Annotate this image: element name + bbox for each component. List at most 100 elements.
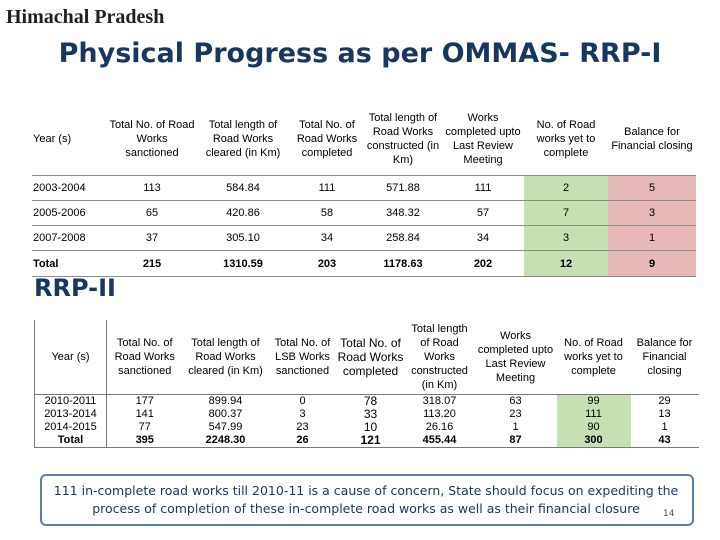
rrp2-cell: 3 [299, 408, 306, 420]
rrp2-header-cell: Year (s) [34, 320, 107, 395]
rrp2-cell: 87 [474, 434, 557, 448]
rrp2-cell: 0 [299, 395, 306, 407]
rrp1-cell: 2003-2004 [32, 175, 108, 201]
rrp2-cell: Total [34, 434, 107, 448]
rrp1-header-cell: No. of Road works yet to complete [524, 103, 608, 176]
rrp2-header-cell: Total length of Road Works constructed (… [404, 320, 475, 395]
rrp1-cell: 57 [442, 200, 524, 226]
rrp2-header-cell: Total No. of Road Works sanctioned [106, 320, 183, 395]
rrp1-cell: 1 [608, 225, 696, 251]
rrp1-cell: 9 [608, 250, 696, 277]
rrp2-header-cell: Total No. of LSB Works sanctioned [268, 320, 337, 395]
rrp2-cell: 547.99 [208, 421, 243, 433]
rrp1-header-cell: Total No. of Road Works completed [290, 103, 364, 176]
rrp1-cell: Total [32, 250, 108, 277]
rrp2-header-cell: Works completed upto Last Review Meeting [474, 320, 557, 395]
rrp1-cell: 420.86 [196, 200, 290, 226]
rrp2-cell: 78 [363, 394, 378, 408]
rrp1-cell: 2007-2008 [32, 225, 108, 251]
rrp2-cell: 1 [512, 421, 519, 433]
rrp1-cell: 111 [290, 175, 364, 201]
note-text: 111 in-complete road works till 2010-11 … [53, 483, 679, 516]
rrp1-cell: 202 [442, 250, 524, 277]
rrp2-cell: 10 [363, 421, 378, 434]
rrp1-table: Year (s) Total No. of Road Works sanction… [32, 103, 696, 277]
table-row: 2003-2004 113 584.84 111 571.88 111 2 5 [32, 175, 696, 201]
rrp2-cell: 26 [268, 434, 337, 448]
rrp1-header-cell: Works completed upto Last Review Meeting [442, 103, 524, 176]
rrp2-cell: 63 [509, 395, 522, 407]
rrp2-cell: 77 [138, 421, 151, 433]
table-row: 2013-2014 141 800.37 3 33 113.20 23 111 13 [34, 408, 699, 421]
rrp1-cell: 58 [290, 200, 364, 226]
rrp2-cell: 455.44 [404, 434, 475, 448]
rrp1-cell: 2005-2006 [32, 200, 108, 226]
table-row: 2005-2006 65 420.86 58 348.32 57 7 3 [32, 200, 696, 226]
rrp1-cell: 571.88 [364, 175, 442, 201]
table-row: 2007-2008 37 305.10 34 258.84 34 3 1 [32, 225, 696, 251]
rrp2-cell: 26.16 [425, 421, 454, 433]
rrp2-cell: 899.94 [208, 395, 243, 407]
rrp1-cell: 215 [108, 250, 196, 277]
rrp2-cell: 2248.30 [182, 434, 269, 448]
rrp1-header-row: Year (s) Total No. of Road Works sanction… [32, 103, 696, 176]
rrp1-cell: 34 [442, 225, 524, 251]
rrp1-cell: 37 [108, 225, 196, 251]
rrp2-cell: 23 [509, 408, 522, 420]
rrp1-header-cell: Total No. of Road Works sanctioned [108, 103, 196, 176]
rrp1-header-cell: Total length of Road Works constructed (… [364, 103, 442, 176]
rrp1-cell: 111 [442, 175, 524, 201]
rrp1-cell: 584.84 [196, 175, 290, 201]
rrp2-header-row: Year (s) Total No. of Road Works sanction… [34, 320, 699, 395]
table-row: Total 395 2248.30 26 121 455.44 87 300 43 [34, 434, 699, 448]
rrp1-cell: 12 [524, 250, 608, 277]
state-name: Himachal Pradesh [6, 6, 165, 28]
rrp1-cell: 348.32 [364, 200, 442, 226]
rrp2-cell: 141 [135, 408, 154, 420]
rrp1-header-cell: Year (s) [32, 103, 108, 176]
rrp1-cell: 1178.63 [364, 250, 442, 277]
rrp1-header-cell: Total length of Road Works cleared (in K… [196, 103, 290, 176]
rrp1-header-cell: Balance for Financial closing [608, 103, 696, 176]
rrp2-cell: 99 [556, 394, 631, 408]
rrp2-table: Year (s) Total No. of Road Works sanction… [34, 320, 699, 448]
table-row: Total 215 1310.59 203 1178.63 202 12 9 [32, 250, 696, 277]
rrp2-cell: 33 [363, 408, 378, 421]
rrp2-cell: 177 [135, 395, 154, 407]
rrp2-cell: 121 [336, 434, 405, 448]
rrp1-cell: 305.10 [196, 225, 290, 251]
note-box [40, 474, 694, 526]
rrp1-cell: 2 [524, 175, 608, 201]
rrp2-cell: 800.37 [208, 408, 243, 420]
table-row: 2014-2015 77 547.99 23 10 26.16 1 90 1 [34, 421, 699, 434]
rrp1-cell: 3 [608, 200, 696, 226]
rrp2-header-cell: Total length of Road Works cleared (in K… [182, 320, 269, 395]
rrp2-cell: 395 [106, 434, 183, 448]
rrp2-cell: 2010-2011 [34, 394, 107, 408]
rrp2-cell: 90 [556, 421, 631, 434]
rrp2-cell: 1 [661, 421, 668, 433]
rrp1-cell: 3 [524, 225, 608, 251]
rrp1-cell: 34 [290, 225, 364, 251]
rrp1-cell: 5 [608, 175, 696, 201]
rrp2-header-cell: Total No. of Road Works completed [336, 320, 405, 395]
table-row: 2010-2011 177 899.94 0 78 318.07 63 99 29 [34, 394, 699, 408]
rrp1-cell: 1310.59 [196, 250, 290, 277]
rrp2-cell: 2013-2014 [34, 408, 107, 421]
page-title: Physical Progress as per OMMAS- RRP-I [58, 38, 662, 69]
rrp2-cell: 300 [556, 434, 631, 448]
rrp2-cell: 43 [630, 434, 699, 448]
rrp1-cell: 113 [108, 175, 196, 201]
rrp2-header-cell: No. of Road works yet to complete [556, 320, 631, 395]
rrp2-cell: 2014-2015 [34, 421, 107, 434]
rrp2-cell: 111 [556, 408, 631, 421]
rrp2-cell: 29 [658, 395, 671, 407]
rrp2-cell: 23 [296, 421, 309, 433]
rrp1-cell: 258.84 [364, 225, 442, 251]
rrp1-cell: 7 [524, 200, 608, 226]
rrp2-cell: 13 [658, 408, 671, 420]
rrp1-cell: 65 [108, 200, 196, 226]
page-number: 14 [663, 509, 675, 519]
rrp2-cell: 113.20 [423, 408, 456, 420]
rrp2-title: RRP-II [34, 274, 116, 302]
